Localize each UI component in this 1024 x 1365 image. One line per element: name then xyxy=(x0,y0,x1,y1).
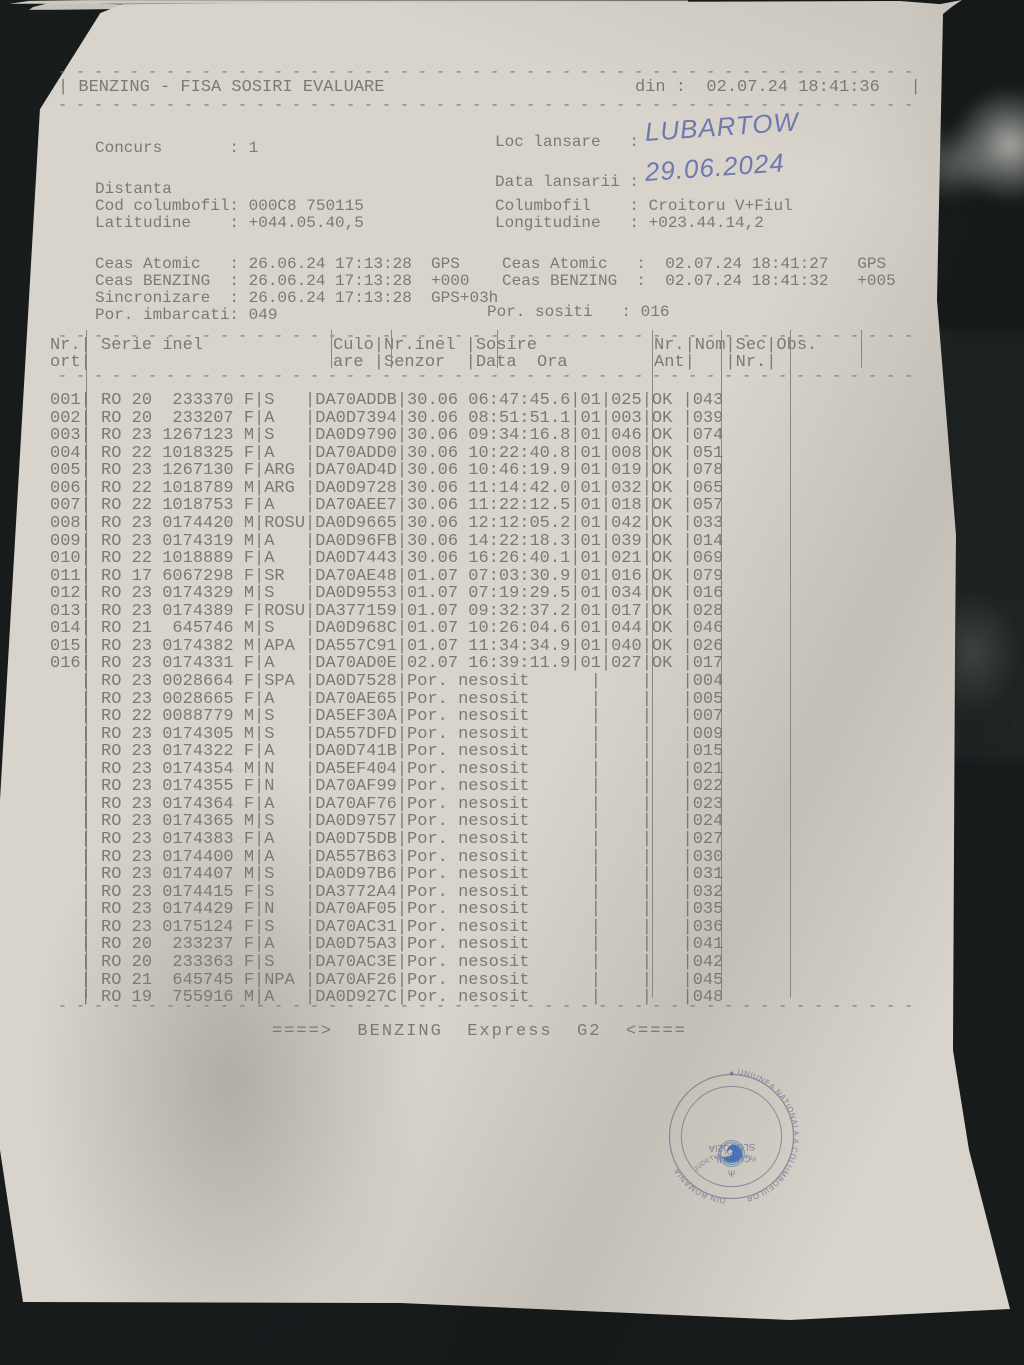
svg-text:Ψ: Ψ xyxy=(728,1169,735,1179)
svg-text:UNIUNEA NATIONALA A COLUMBOFII: UNIUNEA NATIONALA A COLUMBOFIILOR xyxy=(737,1068,801,1204)
svg-text:DIN ROMANIA: DIN ROMANIA xyxy=(672,1166,726,1205)
svg-text:✦: ✦ xyxy=(728,1070,735,1079)
